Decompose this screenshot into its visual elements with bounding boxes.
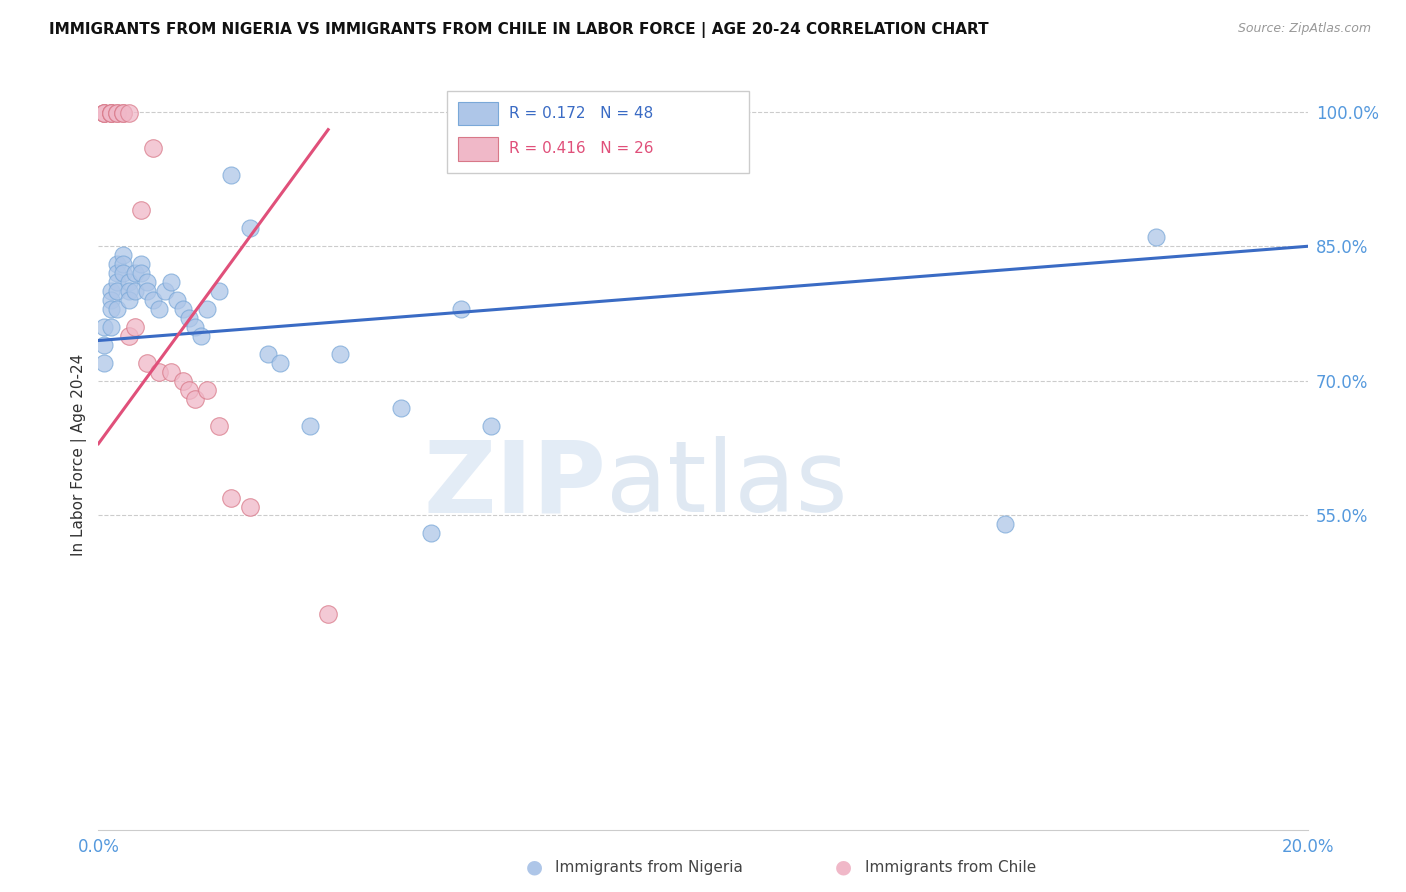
Point [100, 293, 122, 307]
Point [148, 302, 170, 317]
Point [389, 401, 412, 415]
Point [208, 284, 231, 298]
Point [190, 329, 212, 343]
Point [124, 284, 146, 298]
Point [135, 275, 157, 289]
Point [124, 266, 146, 280]
Text: R = 0.172   N = 48: R = 0.172 N = 48 [509, 106, 654, 120]
Point [153, 284, 176, 298]
Point [160, 275, 183, 289]
Text: ZIP: ZIP [423, 436, 606, 533]
Point [994, 517, 1017, 532]
Point [105, 284, 128, 298]
Point [93, 356, 115, 370]
Point [118, 284, 141, 298]
Point [1144, 230, 1167, 244]
Point [118, 329, 141, 343]
Point [142, 140, 165, 154]
Y-axis label: In Labor Force | Age 20-24: In Labor Force | Age 20-24 [72, 354, 87, 556]
Point [221, 168, 243, 182]
Point [135, 356, 157, 370]
Bar [458, 137, 498, 161]
Text: ●: ● [526, 857, 543, 877]
Point [100, 106, 122, 120]
Bar [458, 102, 498, 125]
Text: Immigrants from Nigeria: Immigrants from Nigeria [555, 860, 744, 874]
Point [172, 374, 194, 388]
Point [481, 418, 503, 433]
Point [179, 383, 201, 397]
Point [105, 257, 128, 271]
Point [93, 320, 115, 334]
Point [221, 491, 243, 505]
Point [692, 104, 714, 119]
Text: Immigrants from Chile: Immigrants from Chile [865, 860, 1036, 874]
Text: ●: ● [835, 857, 852, 877]
Point [111, 257, 134, 271]
Point [129, 203, 152, 218]
Point [239, 221, 262, 235]
Point [129, 266, 152, 280]
Point [93, 106, 115, 120]
Point [105, 106, 128, 120]
Point [111, 266, 134, 280]
Text: atlas: atlas [606, 436, 848, 533]
Point [160, 365, 183, 379]
Point [256, 347, 278, 361]
Point [124, 320, 146, 334]
Text: Source: ZipAtlas.com: Source: ZipAtlas.com [1237, 22, 1371, 36]
Point [179, 311, 201, 326]
Point [129, 257, 152, 271]
Point [142, 293, 165, 307]
Point [93, 106, 115, 120]
Point [100, 106, 122, 120]
Point [269, 356, 291, 370]
Point [111, 248, 134, 262]
Point [299, 418, 322, 433]
FancyBboxPatch shape [447, 91, 749, 173]
Point [118, 293, 141, 307]
Point [118, 106, 141, 120]
Point [100, 302, 122, 317]
Point [93, 106, 115, 120]
Point [105, 266, 128, 280]
Point [166, 293, 188, 307]
Point [239, 500, 262, 514]
Text: IMMIGRANTS FROM NIGERIA VS IMMIGRANTS FROM CHILE IN LABOR FORCE | AGE 20-24 CORR: IMMIGRANTS FROM NIGERIA VS IMMIGRANTS FR… [49, 22, 988, 38]
Point [111, 106, 134, 120]
Point [93, 338, 115, 352]
Point [135, 284, 157, 298]
Point [172, 302, 194, 317]
Point [118, 275, 141, 289]
Point [105, 106, 128, 120]
Point [184, 392, 207, 406]
Point [316, 607, 339, 622]
Point [450, 302, 472, 317]
Point [105, 302, 128, 317]
Point [420, 526, 443, 541]
Point [208, 418, 231, 433]
Point [184, 320, 207, 334]
Point [100, 106, 122, 120]
Point [105, 275, 128, 289]
Point [111, 106, 134, 120]
Point [100, 284, 122, 298]
Point [329, 347, 352, 361]
Point [195, 302, 218, 317]
Text: R = 0.416   N = 26: R = 0.416 N = 26 [509, 142, 654, 156]
Point [100, 320, 122, 334]
Point [195, 383, 218, 397]
Point [148, 365, 170, 379]
